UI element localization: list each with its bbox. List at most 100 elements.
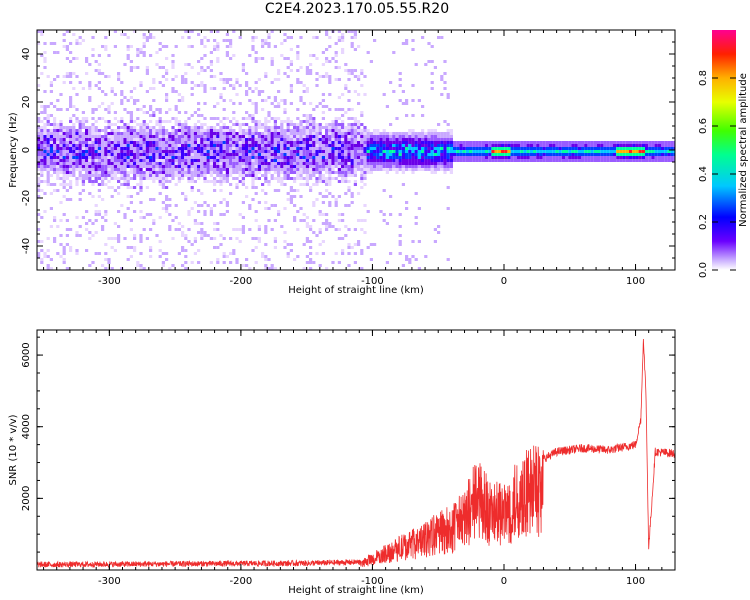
spectrogram-cell bbox=[629, 153, 633, 156]
spectrogram-cell bbox=[353, 138, 357, 141]
spectrogram-cell bbox=[78, 135, 82, 138]
spectrogram-cell bbox=[622, 147, 626, 150]
spectrogram-cell bbox=[405, 132, 409, 135]
spectrogram-cell bbox=[142, 147, 146, 150]
spectrogram-cell bbox=[645, 147, 649, 150]
spectrogram-cell bbox=[59, 132, 63, 135]
spectrogram-cell bbox=[315, 162, 319, 165]
spectrogram-cell bbox=[289, 48, 293, 51]
spectrogram-cell bbox=[59, 162, 63, 165]
spectrogram-cell bbox=[117, 150, 121, 153]
spectrogram-cell bbox=[491, 147, 495, 150]
spectrogram-cell bbox=[363, 141, 367, 144]
spectrogram-cell bbox=[200, 132, 204, 135]
spectrogram-cell bbox=[69, 120, 73, 123]
spectrogram-cell bbox=[75, 135, 79, 138]
spectrogram-cell bbox=[206, 171, 210, 174]
spectrogram-cell bbox=[257, 201, 261, 204]
spectrogram-cell bbox=[651, 156, 655, 159]
spectrogram-cell bbox=[219, 174, 223, 177]
spectrogram-cell bbox=[360, 267, 364, 270]
spectrogram-cell bbox=[149, 129, 153, 132]
spectrogram-cell bbox=[107, 186, 111, 189]
spectrogram-cell bbox=[289, 60, 293, 63]
spectrogram-cell bbox=[421, 105, 425, 108]
spectrogram-cell bbox=[155, 171, 159, 174]
spectrogram-cell bbox=[437, 141, 441, 144]
spectrogram-cell bbox=[357, 123, 361, 126]
spectrogram-cell bbox=[37, 255, 41, 258]
spectrogram-cell bbox=[465, 141, 469, 144]
spectrogram-cell bbox=[331, 144, 335, 147]
spectrogram-cell bbox=[270, 129, 274, 132]
spectrogram-cell bbox=[334, 126, 338, 129]
spectrogram-cell bbox=[305, 90, 309, 93]
spectrogram-cell bbox=[113, 144, 117, 147]
spectrogram-cell bbox=[187, 132, 191, 135]
spectrogram-cell bbox=[392, 144, 396, 147]
spectrogram-cell bbox=[433, 159, 437, 162]
spectrogram-cell bbox=[245, 123, 249, 126]
spectrogram-cell bbox=[213, 138, 217, 141]
spectrogram-cell bbox=[670, 147, 674, 150]
spectrogram-cell bbox=[510, 141, 514, 144]
spectrogram-cell bbox=[168, 153, 172, 156]
spectrogram-cell bbox=[216, 246, 220, 249]
spectrogram-cell bbox=[85, 165, 89, 168]
spectrogram-cell bbox=[193, 156, 197, 159]
spectrogram-cell bbox=[574, 141, 578, 144]
spectrogram-cell bbox=[517, 153, 521, 156]
spectrogram-cell bbox=[481, 144, 485, 147]
spectrogram-cell bbox=[155, 147, 159, 150]
spectrogram-cell bbox=[145, 126, 149, 129]
spectrogram-cell bbox=[296, 129, 300, 132]
spectrogram-cell bbox=[296, 123, 300, 126]
spectrogram-cell bbox=[277, 162, 281, 165]
spectrogram-cell bbox=[190, 168, 194, 171]
spectrogram-cell bbox=[46, 162, 50, 165]
snr-ytick-label: 4000 bbox=[21, 414, 32, 439]
spectrogram-cell bbox=[85, 117, 89, 120]
spectrogram-cell bbox=[213, 183, 217, 186]
spectrogram-cell bbox=[117, 237, 121, 240]
spectrogram-cell bbox=[334, 120, 338, 123]
spectrogram-cell bbox=[171, 135, 175, 138]
spectrogram-cell bbox=[273, 99, 277, 102]
spectrogram-cell bbox=[523, 159, 527, 162]
spectrogram-cell bbox=[587, 156, 591, 159]
spectrogram-cell bbox=[59, 108, 63, 111]
spectrogram-cell bbox=[261, 255, 265, 258]
spectrogram-cell bbox=[341, 150, 345, 153]
spectrogram-cell bbox=[75, 120, 79, 123]
spectrogram-cell bbox=[69, 81, 73, 84]
spectrogram-cell bbox=[625, 141, 629, 144]
spectrogram-cell bbox=[49, 159, 53, 162]
spectrogram-cell bbox=[421, 147, 425, 150]
spectrogram-cell bbox=[107, 156, 111, 159]
spectrogram-cell bbox=[347, 150, 351, 153]
spectrogram-cell bbox=[411, 156, 415, 159]
spectrogram-cell bbox=[197, 156, 201, 159]
spectrogram-cell bbox=[206, 66, 210, 69]
spectrogram-cell bbox=[43, 135, 47, 138]
spectrogram-cell bbox=[555, 153, 559, 156]
spectrogram-cell bbox=[494, 153, 498, 156]
spectrogram-cell bbox=[289, 165, 293, 168]
spectrogram-cell bbox=[241, 141, 245, 144]
spectrogram-cell bbox=[123, 135, 127, 138]
spectrogram-cell bbox=[357, 159, 361, 162]
spectrogram-cell bbox=[101, 180, 105, 183]
spectrogram-cell bbox=[222, 168, 226, 171]
spectrogram-cell bbox=[289, 129, 293, 132]
spectrogram-cell bbox=[635, 150, 639, 153]
spectrogram-cell bbox=[168, 228, 172, 231]
spectrogram-cell bbox=[91, 132, 95, 135]
spectrogram-cell bbox=[411, 162, 415, 165]
spectrogram-cell bbox=[59, 126, 63, 129]
spectrogram-cell bbox=[296, 255, 300, 258]
spectrogram-cell bbox=[245, 93, 249, 96]
spectrogram-cell bbox=[126, 174, 130, 177]
spectrogram-cell bbox=[40, 162, 44, 165]
spectrogram-cell bbox=[203, 210, 207, 213]
spectrogram-cell bbox=[385, 222, 389, 225]
